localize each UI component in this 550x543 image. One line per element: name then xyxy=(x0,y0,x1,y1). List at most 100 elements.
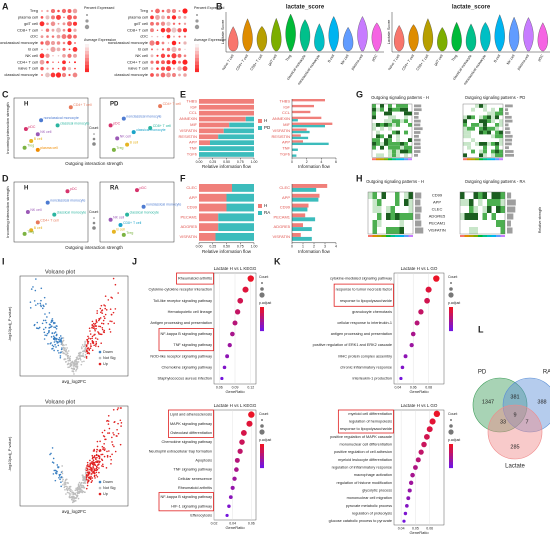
volcano-point xyxy=(32,286,34,288)
row-label: nonclassical monocyte xyxy=(108,40,149,45)
heat-cell xyxy=(475,142,479,146)
volcano-point xyxy=(120,422,123,424)
volcano-point xyxy=(62,343,64,346)
heat-cell xyxy=(491,153,495,158)
heat-cell xyxy=(384,123,388,127)
dot xyxy=(403,511,408,516)
volcano-point xyxy=(103,455,106,458)
legend-title: Average Expression xyxy=(84,38,116,42)
volcano-point xyxy=(86,463,89,466)
heat-sidebar xyxy=(414,112,419,115)
dot xyxy=(40,35,44,39)
dot xyxy=(402,519,406,523)
volcano-point xyxy=(111,441,113,443)
term-label: Staphylococcus aureus infection xyxy=(158,376,212,380)
violin xyxy=(494,14,505,52)
heat-cell xyxy=(495,153,499,158)
color-bar xyxy=(195,44,199,48)
bar-segment xyxy=(199,110,254,116)
volcano-point xyxy=(85,467,88,469)
count-label: 388 xyxy=(537,399,546,405)
volcano-point xyxy=(74,489,77,492)
dot xyxy=(150,15,154,20)
legend-title: p.adjust xyxy=(259,301,271,305)
dot xyxy=(162,35,164,38)
heat-cell xyxy=(388,119,392,123)
heat-cell xyxy=(467,115,471,120)
heat-cell xyxy=(491,111,495,116)
volcano-point xyxy=(109,331,112,333)
category-label: MIF xyxy=(283,122,290,127)
volcano-point xyxy=(78,492,80,494)
volcano-point xyxy=(70,362,72,365)
volcano-point xyxy=(84,473,87,475)
legend-dot xyxy=(260,287,264,291)
legend-dot xyxy=(261,419,263,421)
dot xyxy=(67,14,72,20)
legend-dot xyxy=(98,362,102,366)
row-label: naive T cell xyxy=(128,66,148,71)
heat-cell xyxy=(463,123,467,127)
dot xyxy=(39,59,45,65)
heat-cell xyxy=(396,153,400,158)
heat-cell xyxy=(408,199,413,206)
volcano-point xyxy=(54,331,57,333)
heat-cell xyxy=(388,104,392,108)
dot xyxy=(178,22,181,25)
heat-annotation xyxy=(473,235,478,237)
dot xyxy=(150,67,154,70)
legend-dot xyxy=(196,14,198,16)
volcano-point xyxy=(79,490,81,493)
category-label: VISFATIN xyxy=(180,234,198,239)
point-label: CD8+ T cell xyxy=(153,124,171,128)
volcano-point xyxy=(58,476,60,479)
volcano-point xyxy=(105,467,108,469)
heat-cell xyxy=(483,130,487,135)
dot xyxy=(406,496,411,501)
volcano-point xyxy=(96,448,99,451)
plot-title: H xyxy=(24,186,28,192)
dot xyxy=(61,34,67,40)
volcano-point xyxy=(95,458,97,461)
venn-circle xyxy=(487,404,543,460)
heat-cell xyxy=(491,134,495,139)
point-label: NK cell xyxy=(120,134,131,138)
heat-cell xyxy=(463,115,467,120)
x-axis-label: Relative information flow xyxy=(202,164,252,169)
heat-cell xyxy=(372,192,377,199)
volcano-point xyxy=(89,330,91,332)
heat-frame xyxy=(367,191,414,235)
dot xyxy=(56,47,61,52)
dot xyxy=(399,376,403,381)
point-label: plasma cell xyxy=(40,146,58,150)
volcano-point xyxy=(56,342,59,344)
volcano-point xyxy=(58,473,61,476)
volcano-point xyxy=(44,326,47,329)
dot xyxy=(57,61,60,63)
term-label: Cytokine-cytokine receptor interaction xyxy=(148,288,212,292)
point-label: Treg xyxy=(27,230,34,234)
heat-cell xyxy=(396,107,400,112)
heat-cell xyxy=(471,123,475,127)
heat-cell xyxy=(376,153,380,158)
row-label: CD8+ T cell xyxy=(127,27,148,32)
volcano-point xyxy=(100,309,103,312)
heat-cell xyxy=(404,213,409,220)
heat-cell xyxy=(473,213,478,220)
heat-annotation xyxy=(491,235,496,237)
plot-frame xyxy=(13,181,89,243)
dot xyxy=(62,53,66,58)
heat-sidebar xyxy=(507,220,511,227)
heat-cell xyxy=(399,220,404,227)
point xyxy=(108,217,113,222)
flow-bar xyxy=(292,233,301,237)
volcano-point xyxy=(88,352,91,355)
color-bar xyxy=(449,325,453,329)
heat-cell xyxy=(395,227,400,234)
volcano-point xyxy=(93,475,96,478)
flow-bar xyxy=(292,148,298,151)
x-tick-label: B cell xyxy=(327,54,335,64)
x-tick-label: 6 xyxy=(335,160,337,164)
term-label: regulation of proteolysis xyxy=(352,512,392,516)
heat-cell xyxy=(491,149,495,154)
